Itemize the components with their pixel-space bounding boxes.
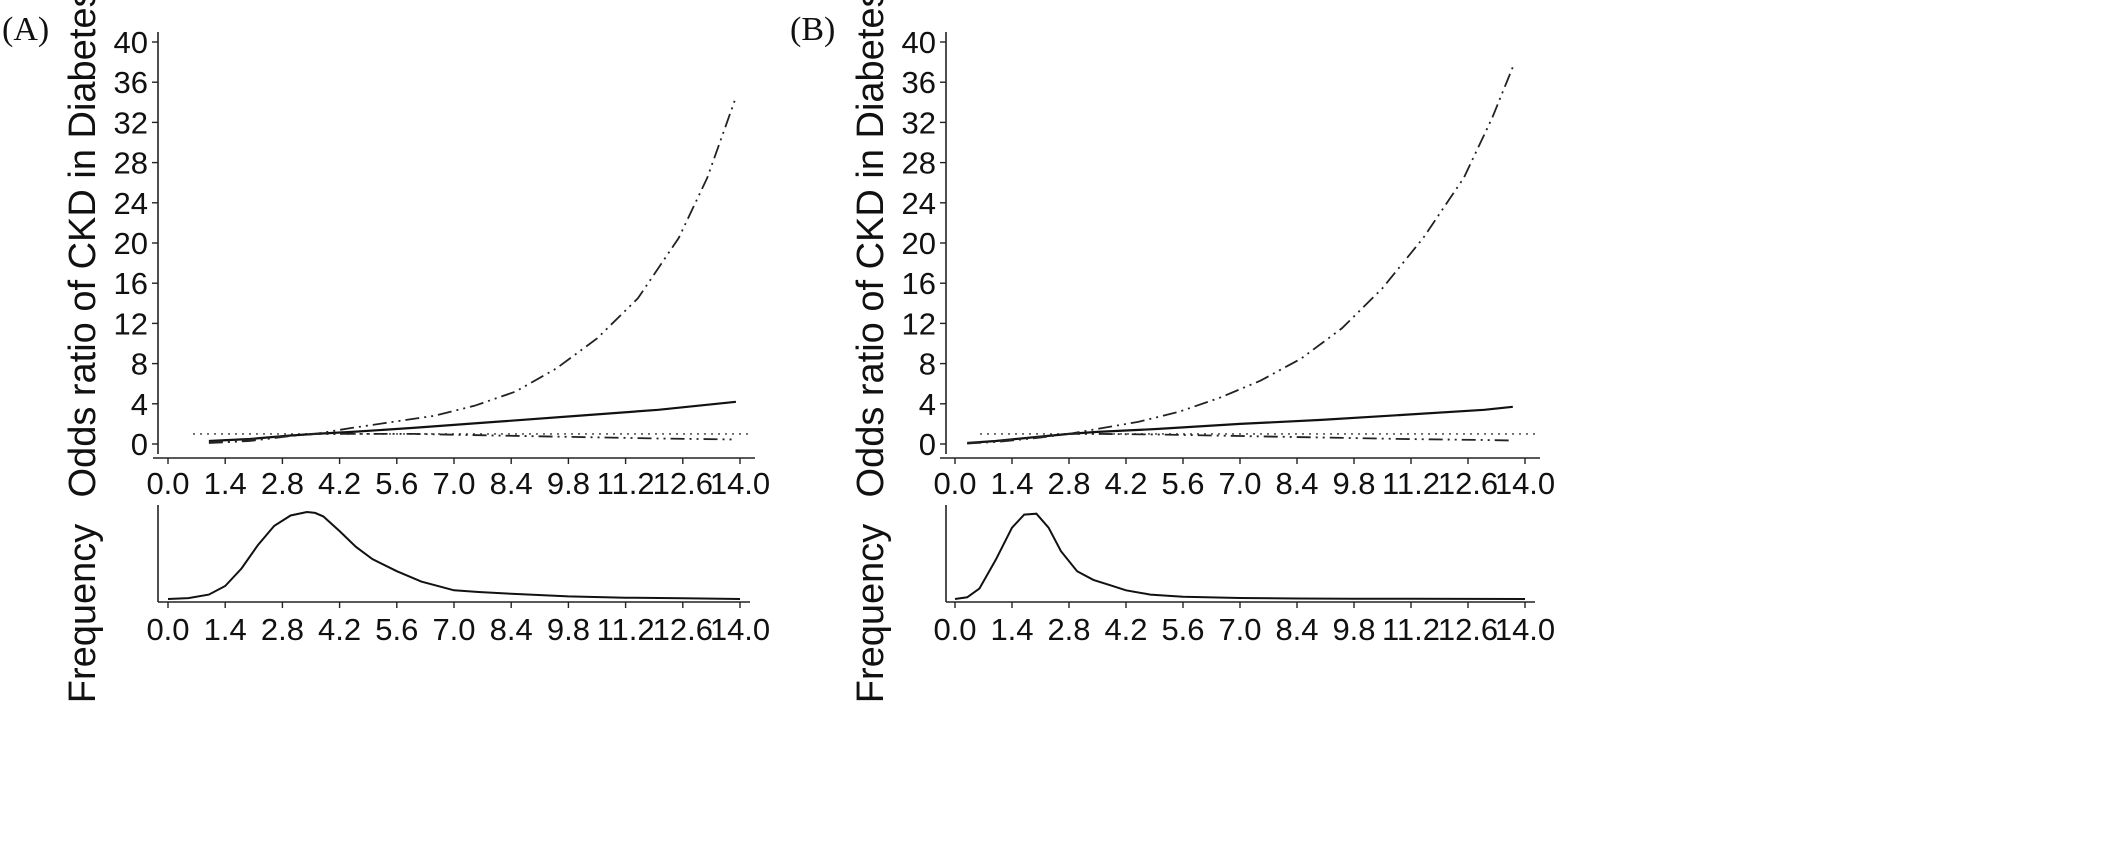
x-tick-label: 12.6 xyxy=(1438,466,1498,501)
y-axis-label: Odds ratio of CKD in Diabetes xyxy=(850,0,892,498)
x-tick-label: 5.6 xyxy=(375,466,418,501)
y-tick-label: 36 xyxy=(114,65,148,100)
x-tick-label: 14.0 xyxy=(710,466,770,501)
frequency-x-tick-label: 2.8 xyxy=(261,612,304,647)
y-tick-label: 8 xyxy=(919,347,936,382)
frequency-axis-label: Frequency xyxy=(62,524,104,704)
x-tick-label: 8.4 xyxy=(490,466,533,501)
y-tick-label: 32 xyxy=(902,105,936,140)
x-tick-label: 1.4 xyxy=(204,466,247,501)
frequency-x-tick-label: 7.0 xyxy=(432,612,475,647)
y-tick-label: 4 xyxy=(131,387,148,422)
y-tick-label: 8 xyxy=(131,347,148,382)
frequency-x-tick-label: 12.6 xyxy=(1438,612,1498,647)
y-tick-label: 16 xyxy=(114,266,148,301)
x-tick-label: 12.6 xyxy=(653,466,713,501)
frequency-x-tick-label: 2.8 xyxy=(1047,612,1090,647)
frequency-x-tick-label: 9.8 xyxy=(1332,612,1375,647)
x-tick-label: 7.0 xyxy=(1218,466,1261,501)
frequency-x-tick-label: 11.2 xyxy=(597,612,655,647)
y-tick-label: 20 xyxy=(902,226,936,261)
y-tick-label: 24 xyxy=(902,186,936,221)
y-tick-label: 40 xyxy=(114,25,148,60)
frequency-x-tick-label: 1.4 xyxy=(990,612,1033,647)
x-tick-label: 4.2 xyxy=(318,466,361,501)
frequency-x-tick-label: 7.0 xyxy=(1218,612,1261,647)
frequency-x-tick-label: 12.6 xyxy=(653,612,713,647)
frequency-x-tick-label: 14.0 xyxy=(710,612,770,647)
odds-ratio-line xyxy=(967,405,1513,445)
frequency-x-tick-label: 5.6 xyxy=(1161,612,1204,647)
frequency-x-tick-label: 0.0 xyxy=(933,612,976,647)
y-tick-label: 28 xyxy=(114,146,148,181)
lower-ci-line xyxy=(208,432,736,443)
x-tick-label: 4.2 xyxy=(1104,466,1147,501)
frequency-x-tick-label: 0.0 xyxy=(146,612,189,647)
frequency-x-tick-label: 8.4 xyxy=(1275,612,1318,647)
frequency-x-tick-label: 8.4 xyxy=(490,612,533,647)
odds-ratio-line xyxy=(208,400,737,443)
upper-ci-line xyxy=(208,96,737,444)
frequency-x-tick-label: 14.0 xyxy=(1495,612,1555,647)
y-tick-label: 20 xyxy=(114,226,148,261)
frequency-axis-label: Frequency xyxy=(850,524,892,704)
frequency-density-curve xyxy=(954,512,1526,600)
x-tick-label: 1.4 xyxy=(990,466,1033,501)
x-tick-label: 11.2 xyxy=(1382,466,1440,501)
frequency-x-tick-label: 11.2 xyxy=(1382,612,1440,647)
x-tick-label: 2.8 xyxy=(261,466,304,501)
y-tick-label: 16 xyxy=(902,266,936,301)
frequency-density-curve xyxy=(167,510,741,600)
y-axis-label: Odds ratio of CKD in Diabetes xyxy=(62,0,104,498)
y-tick-label: 32 xyxy=(114,105,148,140)
x-tick-label: 14.0 xyxy=(1495,466,1555,501)
y-tick-label: 12 xyxy=(902,306,936,341)
panel-label: (A) xyxy=(2,11,49,48)
y-tick-label: 24 xyxy=(114,186,148,221)
y-tick-label: 4 xyxy=(919,387,936,422)
frequency-x-tick-label: 9.8 xyxy=(547,612,590,647)
frequency-x-tick-label: 4.2 xyxy=(318,612,361,647)
x-tick-label: 0.0 xyxy=(146,466,189,501)
frequency-x-tick-label: 4.2 xyxy=(1104,612,1147,647)
y-tick-label: 28 xyxy=(902,146,936,181)
y-tick-label: 36 xyxy=(902,65,936,100)
x-tick-label: 7.0 xyxy=(432,466,475,501)
x-tick-label: 9.8 xyxy=(547,466,590,501)
lower-ci-line xyxy=(967,432,1513,445)
y-tick-label: 0 xyxy=(919,427,936,462)
chart-panel-a: (A) Odds ratio of CKD in Diabetes 0 4 8 12 16 2… xyxy=(2,0,770,703)
upper-ci-line xyxy=(967,66,1514,445)
x-tick-label: 9.8 xyxy=(1332,466,1375,501)
y-tick-label: 0 xyxy=(131,427,148,462)
x-tick-label: 2.8 xyxy=(1047,466,1090,501)
panel-label: (B) xyxy=(790,11,835,48)
x-tick-label: 11.2 xyxy=(597,466,655,501)
chart-panel-b: (B) Odds ratio of CKD in Diabetes 0 4 8 12 16 2… xyxy=(790,0,1555,703)
frequency-x-tick-label: 1.4 xyxy=(204,612,247,647)
y-tick-label: 12 xyxy=(114,306,148,341)
x-tick-label: 0.0 xyxy=(933,466,976,501)
frequency-x-tick-label: 5.6 xyxy=(375,612,418,647)
x-tick-label: 5.6 xyxy=(1161,466,1204,501)
y-tick-label: 40 xyxy=(902,25,936,60)
x-tick-label: 8.4 xyxy=(1275,466,1318,501)
